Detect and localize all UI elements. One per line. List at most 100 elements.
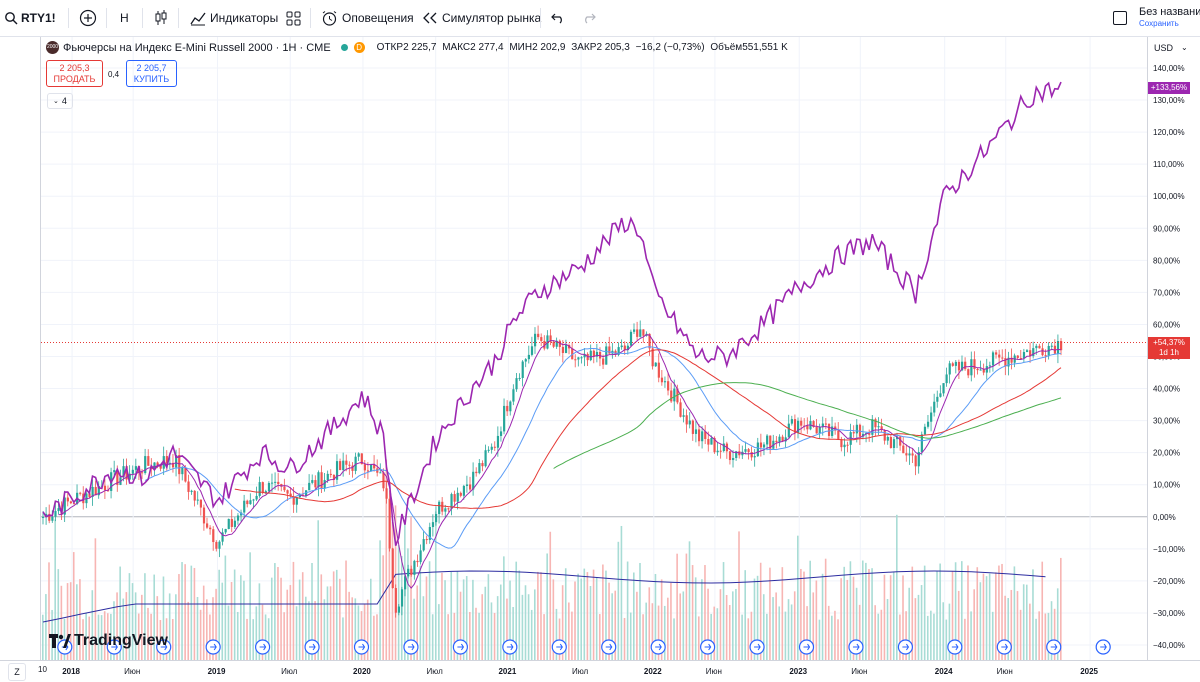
candle-body bbox=[351, 465, 354, 471]
candle-body bbox=[574, 359, 577, 361]
volume-bar bbox=[320, 574, 323, 660]
candle-body bbox=[1016, 355, 1019, 358]
candle-body bbox=[991, 352, 995, 366]
volume-bar bbox=[267, 618, 270, 660]
candle-body bbox=[701, 431, 704, 442]
symbol-search[interactable]: RTY1! bbox=[4, 0, 56, 36]
candle-body bbox=[688, 420, 691, 425]
candle-body bbox=[663, 381, 667, 383]
time-label-first: 10 bbox=[38, 665, 47, 674]
series-legend[interactable]: 2000 Фьючерсы на Индекс E-Mini Russell 2… bbox=[46, 41, 788, 54]
candle-body bbox=[704, 431, 707, 439]
candle-body bbox=[629, 331, 633, 346]
event-marker-arrow bbox=[259, 643, 267, 651]
last-price-percent: +54,37% bbox=[1153, 338, 1185, 347]
candle-body bbox=[332, 474, 336, 480]
event-marker-arrow bbox=[457, 643, 465, 651]
candle-body bbox=[896, 436, 899, 440]
buy-price: 2 205,7 bbox=[136, 63, 167, 73]
volume-bar bbox=[759, 562, 762, 660]
volume-bar bbox=[168, 593, 171, 660]
indicators-toggle[interactable]: ⌄ 4 bbox=[47, 93, 73, 109]
redo-button[interactable] bbox=[582, 0, 596, 36]
alerts-button[interactable]: Оповещения bbox=[321, 0, 414, 36]
sell-button[interactable]: 2 205,3 ПРОДАТЬ bbox=[46, 60, 103, 87]
interval-button[interactable]: H bbox=[120, 0, 129, 36]
volume-bar bbox=[122, 598, 125, 660]
open-value: 2 225,7 bbox=[403, 42, 437, 53]
indicators-button[interactable]: Индикаторы bbox=[190, 0, 278, 36]
chart-pane[interactable]: TradingView bbox=[40, 37, 1148, 660]
volume-bar bbox=[592, 569, 595, 660]
volume-bar bbox=[589, 586, 592, 660]
candle-body bbox=[373, 464, 376, 469]
candle-body bbox=[202, 507, 206, 524]
candle-body bbox=[744, 449, 747, 452]
candle-body bbox=[190, 490, 193, 492]
legend-title[interactable]: Фьючерсы на Индекс E-Mini Russell 2000 ·… bbox=[63, 41, 331, 54]
sell-label: ПРОДАТЬ bbox=[53, 74, 96, 84]
volume-bar bbox=[933, 613, 935, 660]
candle-body bbox=[178, 455, 181, 475]
volume-bar bbox=[311, 563, 313, 660]
candle-body bbox=[626, 345, 630, 351]
chart-type-button[interactable] bbox=[154, 0, 168, 36]
candle-body bbox=[410, 568, 413, 575]
candle-body bbox=[812, 421, 815, 428]
volume-bar bbox=[831, 615, 833, 660]
volume-bar bbox=[97, 614, 100, 660]
volume-bar bbox=[447, 614, 449, 660]
candle-body bbox=[171, 462, 175, 468]
event-marker-arrow bbox=[951, 643, 959, 651]
tv-logo-icon bbox=[49, 634, 71, 648]
volume-bar bbox=[911, 566, 914, 660]
candle-body bbox=[985, 366, 988, 373]
volume-bar bbox=[1044, 613, 1047, 660]
candle-body bbox=[713, 437, 716, 453]
low-label: МИН bbox=[509, 42, 533, 53]
volume-bar bbox=[868, 569, 870, 660]
candle-body bbox=[667, 381, 670, 391]
candle-body bbox=[493, 446, 496, 448]
volume-bar bbox=[252, 619, 255, 660]
replay-button[interactable]: Симулятор рынка bbox=[422, 0, 541, 36]
candle-body bbox=[264, 491, 267, 493]
candle-body bbox=[995, 352, 998, 355]
candle-body bbox=[283, 486, 286, 491]
volume-bar bbox=[94, 538, 97, 660]
candle-body bbox=[1007, 357, 1010, 367]
volume-bar bbox=[939, 563, 941, 660]
layout-save[interactable]: Без названи Сохранить bbox=[1113, 0, 1200, 36]
last-price-label: +54,37% 1d 1h bbox=[1148, 337, 1190, 359]
buy-button[interactable]: 2 205,7 КУПИТЬ bbox=[126, 60, 177, 87]
volume-bar bbox=[1004, 595, 1006, 660]
watermark-text: TradingView bbox=[74, 632, 168, 649]
candle-body bbox=[42, 516, 45, 518]
candle-body bbox=[469, 484, 472, 490]
candle-body bbox=[94, 486, 97, 496]
chevron-down-icon[interactable]: ⌄ bbox=[1181, 43, 1188, 52]
candle-body bbox=[1041, 348, 1044, 356]
candle-body bbox=[1038, 345, 1041, 349]
templates-button[interactable] bbox=[286, 0, 301, 36]
indicators-count: 4 bbox=[61, 96, 67, 106]
volume-bar bbox=[270, 577, 273, 660]
candle-body bbox=[116, 470, 119, 485]
price-axis[interactable]: USD ⌄ 140,00% 130,00% 120,00% 110,00% 100,00… bbox=[1147, 37, 1200, 660]
currency-label[interactable]: USD bbox=[1154, 43, 1174, 53]
event-marker-arrow bbox=[1100, 643, 1107, 651]
volume-bar bbox=[846, 579, 849, 660]
time-axis[interactable]: Z 10 2018 Июн 2019 Июл 2020 Июл 2021 Июл 2022 Июн… bbox=[0, 660, 1200, 682]
volume-bar bbox=[286, 589, 289, 660]
candle-body bbox=[602, 358, 605, 365]
candle-body bbox=[530, 346, 534, 355]
close-label: ЗАКР bbox=[571, 42, 597, 53]
volume-bar bbox=[1010, 589, 1013, 660]
price-tick-label: 30,00% bbox=[1153, 417, 1180, 426]
candle-body bbox=[165, 456, 168, 464]
chart-canvas[interactable] bbox=[41, 37, 1148, 660]
volume-bar bbox=[716, 608, 719, 660]
undo-button[interactable] bbox=[551, 0, 565, 36]
compare-button[interactable] bbox=[79, 0, 97, 36]
volume-bar bbox=[261, 604, 264, 660]
